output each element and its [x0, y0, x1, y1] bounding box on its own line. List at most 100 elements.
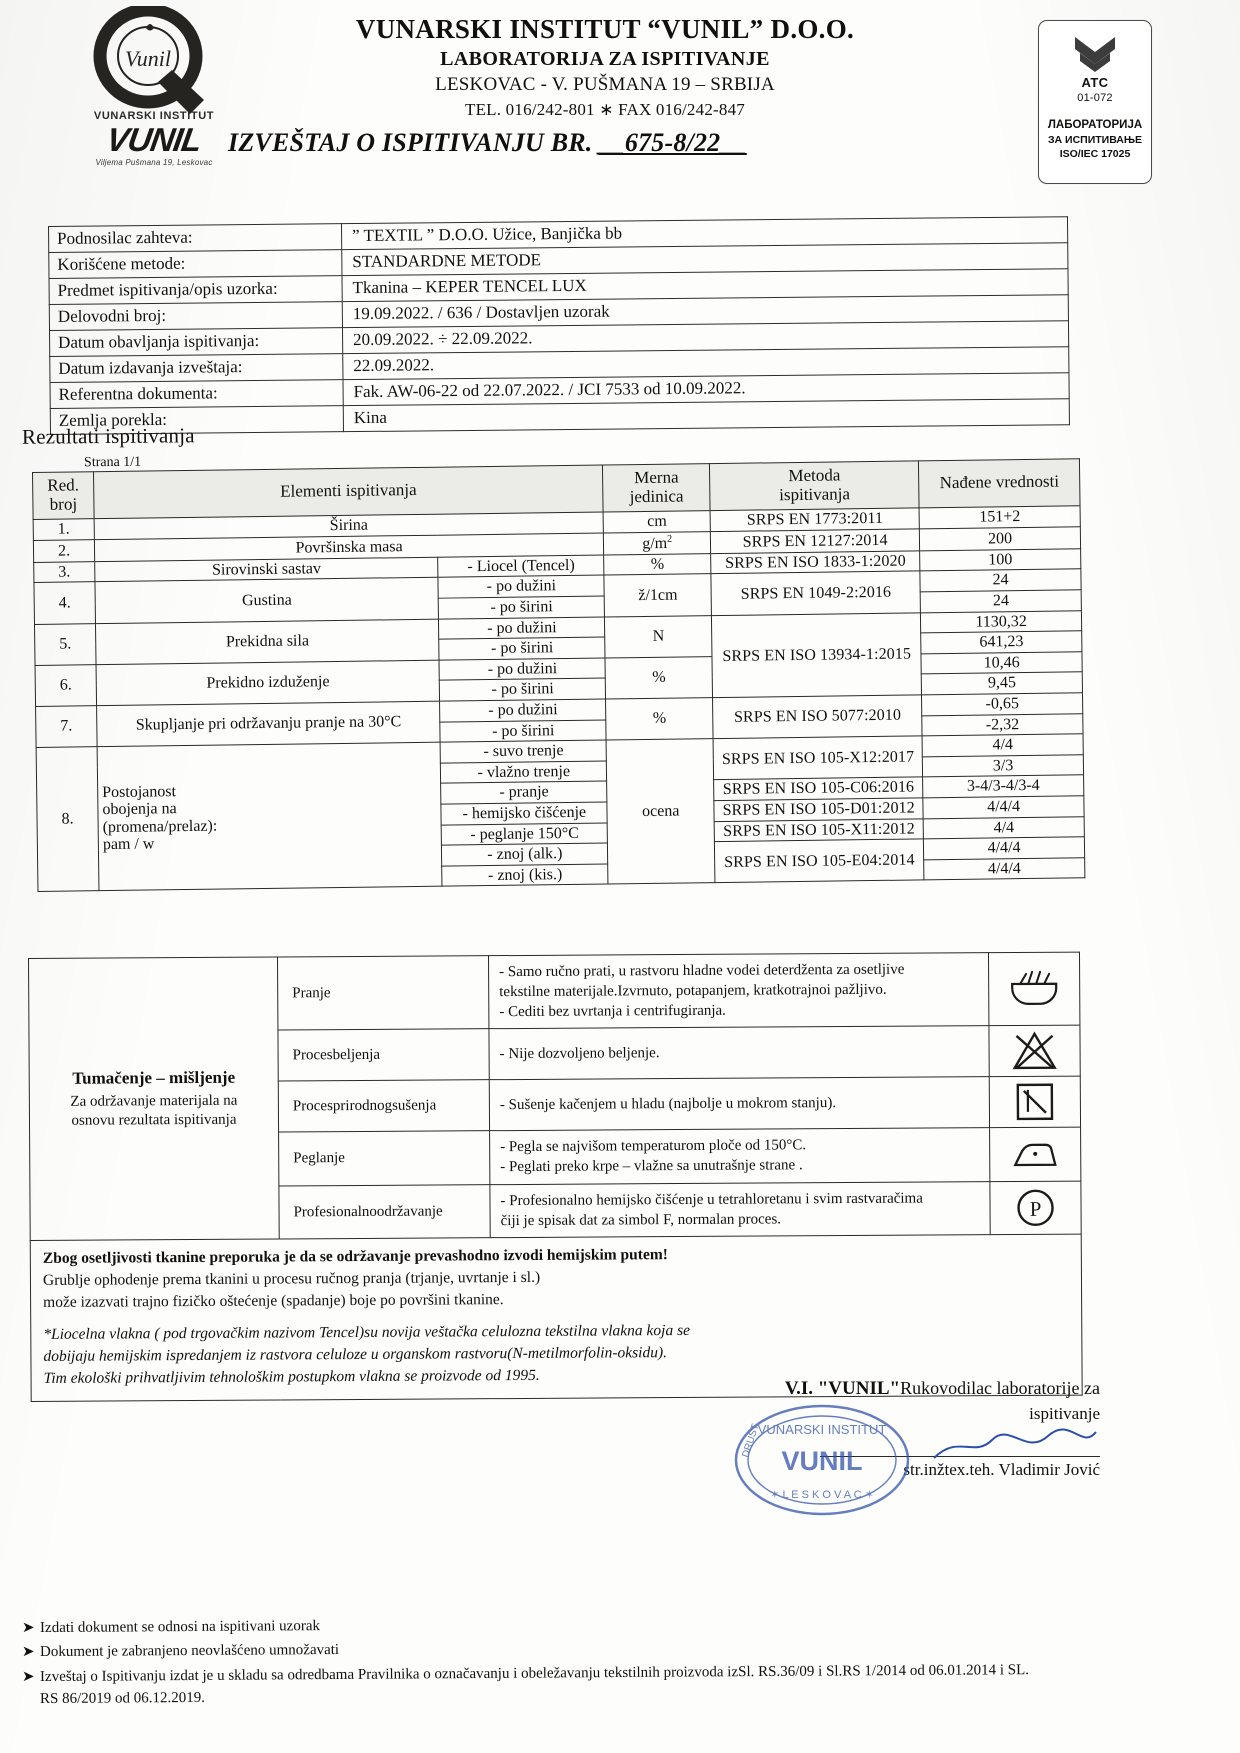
footer-item-text: Izdati dokument se odnosi na ispitivani …: [39, 1618, 321, 1637]
cf-subelement: - suvo trenje: [440, 740, 607, 764]
care-row: Tumačenje – mišljenje Za održavanje mater…: [28, 952, 1080, 1241]
result-subelement: - po dužini: [438, 616, 605, 640]
care-left-sub-2: osnovu rezultata ispitivanja: [71, 1111, 237, 1129]
cf-method: SRPS EN ISO 105-X12:2017: [713, 736, 923, 781]
svg-text:Vunil: Vunil: [125, 46, 171, 71]
cf-value: 4/4: [922, 733, 1084, 757]
care-left-title: Tumačenje – mišljenje: [72, 1067, 236, 1088]
footer-item: ➤ Izveštaj o Ispitivanju izdat je u sklad…: [10, 1658, 1230, 1687]
cf-unit: ocena: [606, 738, 716, 885]
result-value: -2,32: [922, 713, 1084, 737]
care-desc-line: - Nije dozvoljeno beljenje.: [499, 1045, 660, 1062]
result-unit: %: [603, 553, 712, 576]
result-no: 3.: [33, 561, 95, 583]
care-name: Procesbeljenja: [277, 1028, 490, 1082]
care-note-row: Zbog osetljivosti tkanine preporuka je d…: [30, 1234, 1083, 1402]
signature-role-2: ispitivanje: [1029, 1404, 1100, 1423]
document-footer: ➤ Izdati dokument se odnosi na ispitivani…: [10, 1610, 1230, 1707]
result-no: 5.: [34, 623, 97, 666]
result-value: 100: [919, 548, 1081, 572]
cf-subelement: - hemijsko čišćenje: [441, 802, 608, 825]
official-stamp: VUNARSKI INSTITUT VUNIL ✶ L E S K O V A …: [726, 1400, 918, 1520]
atc-chevron-icon: [1073, 35, 1117, 73]
result-unit: cm: [603, 510, 711, 533]
result-value: 200: [919, 526, 1081, 551]
result-element: Postojanost obojenja na (promena/prelaz): p…: [97, 742, 443, 892]
care-row: Peglanje - Pegla se najvišom temperaturom…: [30, 1127, 1081, 1187]
svg-text:P: P: [1030, 1197, 1042, 1221]
results-table: Red. broj Elementi ispitivanja Merna jed…: [32, 458, 1085, 892]
info-key: Korišćene metode:: [48, 249, 342, 279]
result-no: 7.: [35, 705, 98, 748]
atc-line2: ЗА ИСПИТИВАЊЕ: [1047, 134, 1143, 147]
col-method: Metoda ispitivanja: [709, 460, 920, 511]
care-description: - Nije dozvoljeno beljenje.: [488, 1025, 990, 1080]
result-method: SRPS EN ISO 1833-1:2020: [710, 550, 921, 575]
care-desc-line: - Sušenje kačenjem u hladu (najbolje u m…: [499, 1094, 837, 1113]
info-key: Datum izdavanja izveštaja:: [49, 353, 343, 383]
col-method-l2: ispitivanja: [779, 483, 851, 504]
result-no: 4.: [33, 582, 96, 625]
report-number: __675-8/22__: [598, 128, 747, 157]
footer-item: ➤ Dokument je zabranjeno neovlašćeno umno…: [10, 1634, 1230, 1663]
care-desc-line: - Peglati preko krpe – vlažne sa unutraš…: [500, 1157, 803, 1176]
wordmark-main: VUNIL: [104, 121, 204, 158]
care-row: Procesbeljenja - Nije dozvoljeno beljenje…: [29, 1025, 1081, 1082]
result-unit: g/m2: [603, 531, 711, 555]
result-value: 9,45: [921, 672, 1083, 695]
care-left-sub-1: Za održavanje materijala na: [70, 1092, 238, 1110]
care-description: - Samo ručno prati, u rastvoru hladne vo…: [488, 952, 989, 1029]
result-value: 1130,32: [920, 610, 1082, 634]
info-value: Kina: [343, 398, 1070, 432]
cf-value: 3/3: [922, 754, 1084, 778]
care-description: - Sušenje kačenjem u hladu (najbolje u m…: [489, 1076, 990, 1131]
col-value: Nađene vrednosti: [918, 458, 1081, 509]
result-value: 641,23: [920, 631, 1082, 654]
report-title-label: IZVEŠTAJ O ISPITIVANJU BR.: [228, 128, 593, 157]
report-title-line: IZVEŠTAJ O ISPITIVANJU BR. __675-8/22__: [228, 128, 747, 158]
footer-item-text: Izveštaj o Ispitivanju izdat je u skladu…: [39, 1661, 1030, 1685]
cf-subelement: - pranje: [441, 781, 608, 805]
company-contact: TEL. 016/242-801 ∗ FAX 016/242-847: [465, 100, 745, 120]
result-no: 2.: [33, 539, 95, 563]
result-method: SRPS EN 1049-2:2016: [711, 571, 921, 616]
cf-label-4: pam / w: [102, 835, 155, 854]
care-name: Peglanje: [278, 1130, 490, 1186]
care-desc-line: - Pegla se najvišom temperaturom ploče o…: [500, 1137, 807, 1156]
header-text-block: VUNARSKI INSTITUT “VUNIL” D.O.O. LABORAT…: [255, 14, 955, 120]
col-no: Red. broj: [32, 471, 95, 520]
cf-subelement: - peglanje 150°C: [441, 822, 608, 846]
care-desc-line: - Samo ručno prati, u rastvoru hladne vo…: [499, 961, 905, 981]
cf-method: SRPS EN ISO 105-X11:2012: [714, 818, 924, 842]
result-value: 24: [920, 589, 1082, 613]
result-element: Prekidna sila: [95, 618, 440, 665]
col-element: Elementi ispitivanja: [93, 465, 604, 520]
care-desc-line: čiji je spisak dat za simbol F, normalan…: [500, 1210, 782, 1229]
atc-name: ATC: [1081, 75, 1109, 90]
col-no-l1: Red.: [47, 475, 80, 495]
cf-value: 4/4/4: [923, 795, 1085, 819]
lab-name: LABORATORIJA ZA ISPITIVANJE: [440, 48, 770, 71]
result-value: 151+2: [919, 506, 1081, 529]
result-method: SRPS EN 1773:2011: [710, 508, 920, 532]
result-subelement: - po dužini: [438, 575, 605, 599]
result-subelement: - po širini: [438, 596, 605, 619]
cf-method: SRPS EN ISO 105-C06:2016: [713, 777, 924, 801]
company-address: LESKOVAC - V. PUŠMANA 19 – SRBIJA: [435, 74, 775, 96]
cf-method: SRPS EN ISO 105-D01:2012: [714, 797, 924, 822]
result-subelement: - po širini: [439, 637, 606, 661]
signature-role-1: Rukovodilac laboratorije za: [900, 1378, 1100, 1398]
svg-text:VUNARSKI INSTITUT: VUNARSKI INSTITUT: [758, 1422, 887, 1437]
signature-line: [820, 1456, 1100, 1457]
care-interpretation: Tumačenje – mišljenje Za održavanje mater…: [28, 956, 280, 1241]
svg-text:VUNIL: VUNIL: [782, 1446, 863, 1476]
result-no: 6.: [35, 664, 97, 707]
cf-value: 4/4: [923, 816, 1085, 840]
hand-wash-icon: [988, 952, 1080, 1026]
atc-number: 01-072: [1077, 92, 1113, 104]
care-name: Procesprirodnogsušenja: [278, 1079, 490, 1133]
no-bleach-icon: [988, 1025, 1081, 1077]
care-note: Zbog osetljivosti tkanine preporuka je d…: [30, 1234, 1083, 1402]
result-subelement: - po širini: [439, 678, 606, 702]
